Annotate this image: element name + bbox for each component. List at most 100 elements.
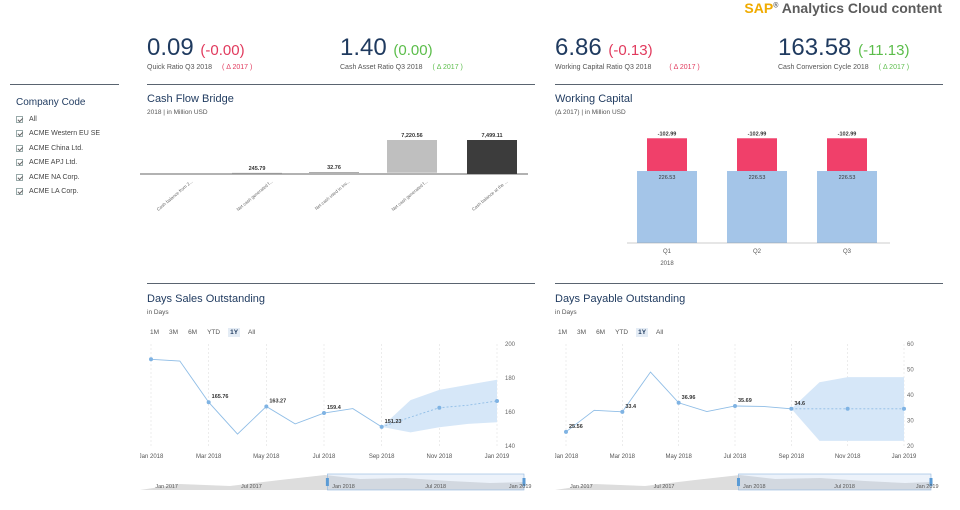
range-all-button[interactable]: All — [248, 329, 256, 336]
working-capital-delta-label: -102.99 — [838, 131, 857, 137]
cash-flow-bar — [309, 172, 359, 173]
navigator-tick-label: Jul 2017 — [654, 484, 675, 490]
filter-item-label: All — [29, 115, 37, 123]
cash-flow-category-label: Cash balance from 2... — [156, 179, 194, 212]
range-1y-button[interactable]: 1Y — [228, 328, 241, 337]
data-label: 25.56 — [569, 424, 583, 430]
cash-flow-data-label: 245.79 — [249, 166, 266, 172]
filter-item-apj[interactable]: ACME APJ Ltd. — [16, 156, 126, 171]
data-point — [149, 357, 153, 362]
range-ytd-button[interactable]: YTD — [207, 329, 221, 336]
range-1m-button[interactable]: 1M — [150, 329, 160, 336]
cash-flow-category-label: Cash balance at the ... — [471, 179, 509, 212]
navigator-tick-label: Jan 2019 — [916, 484, 939, 490]
kpi-value: 1.40 — [340, 34, 387, 61]
navigator-tick-label: Jul 2018 — [834, 484, 855, 490]
data-label: 35.69 — [738, 398, 752, 404]
x-tick-label: Mar 2018 — [610, 454, 636, 460]
x-tick-label: May 2018 — [253, 454, 280, 460]
data-point — [495, 398, 499, 403]
dpo-title: Days Payable Outstanding — [555, 293, 686, 305]
range-3m-button[interactable]: 3M — [169, 329, 179, 336]
data-label: 159.4 — [327, 405, 342, 411]
data-point — [379, 424, 384, 429]
navigator-tick-label: Jan 2019 — [509, 484, 532, 490]
kpi-value: 6.86 — [555, 34, 602, 61]
working-capital-bar-label: 226.53 — [839, 175, 856, 181]
brand-reg: ® — [773, 2, 779, 10]
dso-range-selector: 1M 3M 6M YTD 1Y All — [148, 328, 257, 337]
kpi-compare: ( Δ 2017 ) — [878, 64, 910, 71]
range-ytd-button[interactable]: YTD — [615, 329, 629, 336]
x-tick-label: Jan 2019 — [485, 454, 510, 460]
x-tick-label: Jul 2018 — [724, 454, 747, 460]
cash-flow-data-label: 7,499.11 — [481, 133, 502, 139]
navigator-tick-label: Jan 2017 — [570, 484, 593, 490]
filter-item-western-eu[interactable]: ACME Western EU SE — [16, 127, 126, 142]
x-tick-label: Jan 2019 — [892, 454, 917, 460]
cash-flow-category-label: Net cash generated f... — [236, 179, 274, 212]
data-label: 151.23 — [385, 419, 402, 425]
x-tick-label: Jan 2018 — [555, 454, 579, 460]
checkbox-checked-icon[interactable] — [16, 188, 23, 196]
kpi-cash-conversion-cycle[interactable]: 163.58 (-11.13) Cash Conversion Cycle 20… — [778, 34, 910, 72]
data-point — [789, 406, 794, 411]
working-capital-subtitle: (Δ 2017) | in Million USD — [555, 109, 626, 116]
range-6m-button[interactable]: 6M — [596, 329, 606, 336]
x-tick-label: Jan 2018 — [140, 454, 164, 460]
y-tick-label: 40 — [907, 393, 914, 399]
kpi-working-capital-ratio[interactable]: 6.86 (-0.13) Working Capital Ratio Q3 20… — [555, 34, 700, 72]
filter-item-label: ACME LA Corp. — [29, 188, 79, 196]
range-1y-button[interactable]: 1Y — [636, 328, 649, 337]
navigator-tick-label: Jan 2018 — [743, 484, 766, 490]
data-point — [733, 403, 737, 408]
cash-flow-category-label: Net cash used in inv... — [314, 179, 351, 211]
checkbox-checked-icon[interactable] — [16, 130, 23, 138]
kpi-label: Cash Asset Ratio Q3 2018 — [340, 64, 423, 71]
range-1m-button[interactable]: 1M — [558, 329, 568, 336]
working-capital-delta-bar — [827, 138, 867, 171]
checkbox-checked-icon[interactable] — [16, 159, 23, 167]
cash-flow-category-label: Net cash generated f... — [391, 179, 429, 212]
navigator-area — [555, 475, 931, 490]
divider-filter — [10, 84, 119, 85]
range-all-button[interactable]: All — [656, 329, 664, 336]
working-capital-category-label: Q3 — [843, 249, 852, 255]
data-label: 34.6 — [794, 401, 805, 407]
filter-item-all[interactable]: All — [16, 112, 126, 127]
filter-item-na[interactable]: ACME NA Corp. — [16, 170, 126, 185]
working-capital-category-label: Q1 — [663, 249, 672, 255]
data-label: 165.76 — [212, 394, 229, 400]
range-3m-button[interactable]: 3M — [577, 329, 587, 336]
kpi-cash-asset-ratio[interactable]: 1.40 (0.00) Cash Asset Ratio Q3 2018 ( Δ … — [340, 34, 463, 72]
divider-mid-right — [555, 283, 943, 284]
working-capital-delta-bar — [647, 138, 687, 171]
cash-flow-data-label: 32.76 — [327, 165, 341, 171]
kpi-delta: (-0.13) — [608, 42, 653, 59]
kpi-label: Cash Conversion Cycle 2018 — [778, 64, 869, 71]
data-label: 163.27 — [269, 398, 286, 404]
checkbox-checked-icon[interactable] — [16, 115, 23, 123]
data-point — [437, 405, 442, 410]
data-label: 33.4 — [625, 404, 637, 410]
kpi-value: 163.58 — [778, 34, 852, 61]
working-capital-category-label: Q2 — [753, 249, 762, 255]
filter-item-china[interactable]: ACME China Ltd. — [16, 141, 126, 156]
range-6m-button[interactable]: 6M — [188, 329, 198, 336]
y-tick-label: 180 — [505, 376, 516, 382]
x-tick-label: Mar 2018 — [196, 454, 222, 460]
kpi-quick-ratio[interactable]: 0.09 (-0.00) Quick Ratio Q3 2018 ( Δ 2017… — [147, 36, 252, 72]
y-tick-label: 30 — [907, 419, 914, 425]
navigator-tick-label: Jul 2018 — [425, 484, 446, 490]
checkbox-checked-icon[interactable] — [16, 173, 23, 181]
working-capital-chart: 226.53 -102.99 Q1 226.53 -102.99 Q2 226.53 -102… — [627, 131, 890, 267]
checkbox-checked-icon[interactable] — [16, 144, 23, 152]
cash-flow-subtitle: 2018 | in Million USD — [147, 109, 208, 116]
cash-flow-bar — [467, 140, 517, 174]
filter-item-la[interactable]: ACME LA Corp. — [16, 185, 126, 200]
y-tick-label: 60 — [907, 342, 914, 348]
dso-chart: 200 180 160 140 165.76 163.27 159.4 151.23 Jan 2… — [140, 342, 532, 491]
kpi-label: Working Capital Ratio Q3 2018 — [555, 64, 652, 71]
data-point — [902, 406, 906, 411]
y-tick-label: 200 — [505, 342, 516, 348]
